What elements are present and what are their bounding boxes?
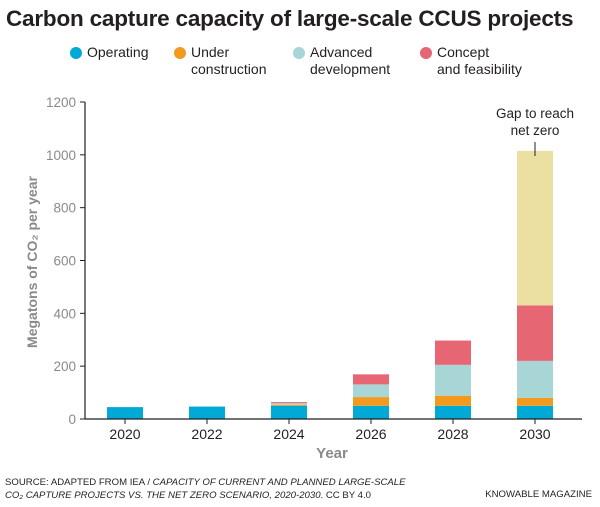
- bar-segment-concept-and-feasibility-2024: [271, 402, 307, 404]
- bar-segment-advanced-development-2026: [353, 384, 389, 398]
- x-tick-label: 2028: [437, 426, 468, 442]
- legend-label: Advanced: [310, 44, 373, 60]
- bar-segment-advanced-development-2030: [517, 360, 553, 398]
- x-tick-label: 2026: [355, 426, 386, 442]
- bar-segment-operating-2030: [517, 405, 553, 419]
- x-axis-ticks: 2020 2022 2024 2026 2028 2030: [109, 419, 551, 442]
- bar-segment-operating-2026: [353, 405, 389, 419]
- bar-segment-operating-2020: [107, 407, 143, 419]
- legend-swatch: [174, 47, 186, 59]
- annotation-gap-line2: net zero: [511, 123, 560, 138]
- legend-label: Under: [191, 44, 230, 60]
- y-axis-label: Megatons of CO₂ per year: [24, 175, 40, 347]
- source-note: SOURCE: ADAPTED FROM IEA / CAPACITY OF C…: [5, 476, 406, 502]
- chart-title: Carbon capture capacity of large-scale C…: [6, 6, 574, 31]
- y-tick-label: 400: [53, 306, 76, 321]
- y-tick-label: 1000: [46, 148, 76, 163]
- source-title-2: CO₂ CAPTURE PROJECTS VS. THE NET ZERO SC…: [5, 490, 321, 501]
- y-tick-label: 600: [53, 254, 76, 269]
- legend-swatch: [420, 47, 432, 59]
- legend-label: Concept: [437, 44, 490, 60]
- bar-segment-advanced-development-2028: [435, 364, 471, 396]
- legend-label-line2: construction: [191, 61, 267, 77]
- y-tick-label: 1200: [46, 95, 76, 110]
- bar-segment-concept-and-feasibility-2030: [517, 305, 553, 361]
- source-suffix: . CC BY 4.0: [320, 490, 372, 501]
- bars: [107, 150, 553, 419]
- y-tick-label: 0: [68, 412, 76, 427]
- source-title-1: CAPACITY OF CURRENT AND PLANNED LARGE-SC…: [152, 477, 406, 488]
- bar-segment-gap-to-reach-net-zero-2030: [517, 150, 553, 306]
- bar-segment-operating-2024: [271, 405, 307, 419]
- legend-label-line2: development: [310, 61, 391, 77]
- y-tick-label: 200: [53, 359, 76, 374]
- bar-segment-under-construction-2026: [353, 397, 389, 406]
- bar-segment-under-construction-2028: [435, 395, 471, 406]
- legend-swatch: [293, 47, 305, 59]
- bar-segment-under-construction-2030: [517, 397, 553, 406]
- bar-segment-operating-2022: [189, 406, 225, 419]
- x-tick-label: 2030: [519, 426, 550, 442]
- legend-label: Operating: [87, 44, 149, 60]
- brand-credit: KNOWABLE MAGAZINE: [485, 489, 592, 500]
- legend-swatch: [70, 47, 82, 59]
- x-axis-label: Year: [316, 445, 348, 462]
- x-tick-label: 2024: [273, 426, 304, 442]
- bar-segment-under-construction-2024: [271, 404, 307, 406]
- bar-segment-advanced-development-2024: [271, 403, 307, 405]
- source-prefix: SOURCE: ADAPTED FROM IEA /: [5, 477, 153, 488]
- x-tick-label: 2022: [191, 426, 222, 442]
- x-tick-label: 2020: [109, 426, 140, 442]
- bar-segment-concept-and-feasibility-2028: [435, 340, 471, 365]
- bar-segment-operating-2028: [435, 405, 471, 419]
- legend-label-line2: and feasibility: [437, 61, 522, 77]
- bar-segment-concept-and-feasibility-2026: [353, 374, 389, 385]
- y-tick-label: 800: [53, 201, 76, 216]
- y-axis-ticks: 0 200 400 600 800 1000 1200: [46, 95, 85, 427]
- annotation-gap-line1: Gap to reach: [496, 106, 574, 121]
